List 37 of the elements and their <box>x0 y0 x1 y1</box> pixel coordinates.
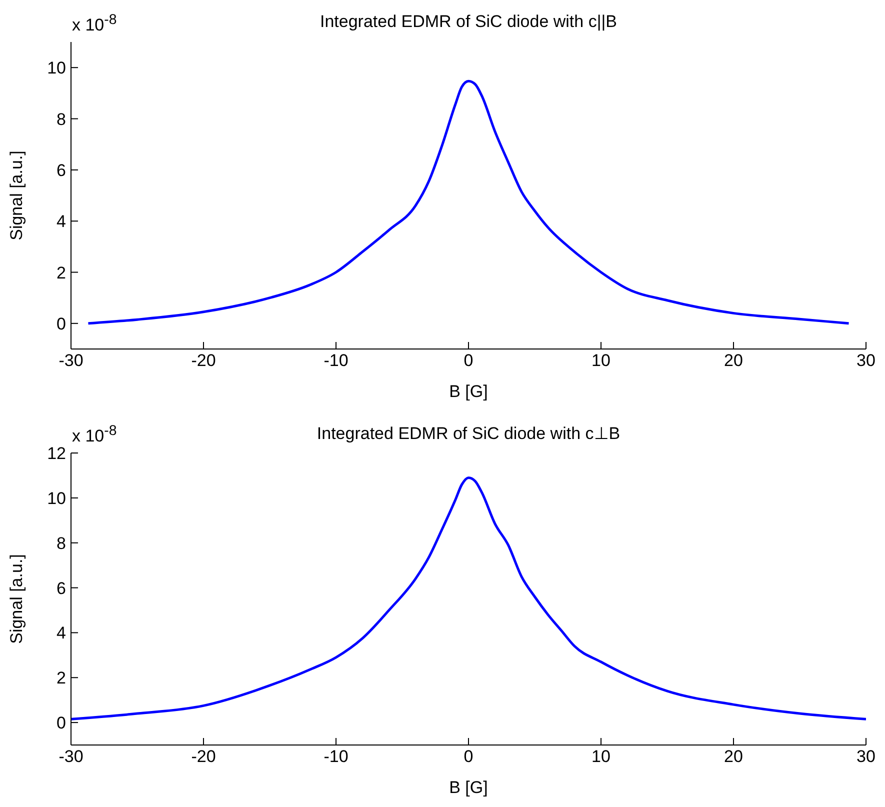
x-tick-label: -30 <box>58 351 84 370</box>
x-axis-title: B [G] <box>449 382 488 401</box>
x-tick-label: 0 <box>464 351 474 370</box>
y-tick-label: 8 <box>56 534 66 553</box>
y-tick-label: 2 <box>56 263 66 282</box>
x-tick-label: 10 <box>592 747 610 766</box>
text: x 10$^{-8}$ <box>72 423 117 447</box>
y-tick-label: 0 <box>56 714 66 733</box>
x-tick-label: -20 <box>191 351 216 370</box>
y-tick-label: 10 <box>47 58 66 78</box>
x-tick-label: 10 <box>592 351 610 370</box>
y-tick-label: 0 <box>56 314 66 334</box>
x-tick-label: -10 <box>324 747 348 766</box>
chart-title: Integrated EDMR of SiC diode with c⊥B <box>316 424 620 443</box>
y-tick-label: 4 <box>56 624 66 643</box>
x-tick-label: 0 <box>464 747 474 766</box>
y-tick-label: 6 <box>56 160 66 180</box>
y-tick-label: 10 <box>47 488 66 508</box>
x-tick-label: -30 <box>58 747 84 766</box>
text: x 10$^{-8}$ <box>72 12 117 36</box>
y-tick-label: 12 <box>47 444 66 464</box>
y-axis-title: Signal [a.u.] <box>7 554 26 644</box>
line-series <box>86 80 850 325</box>
x-tick-label: 20 <box>724 351 743 370</box>
x-tick-label: 30 <box>856 351 876 370</box>
y-tick-label: 6 <box>56 578 66 598</box>
x-axis-title: B [G] <box>449 778 488 797</box>
y-tick-label: 8 <box>56 110 66 129</box>
x-tick-label: 30 <box>856 747 876 766</box>
x-tick-label: -20 <box>191 747 216 766</box>
y-tick-label: 4 <box>56 212 66 232</box>
line-series <box>71 476 866 720</box>
chart-title: Integrated EDMR of SiC diode with c||B <box>320 12 618 31</box>
x-tick-label: -10 <box>324 351 348 370</box>
y-tick-label: 2 <box>56 668 66 688</box>
x-tick-label: 20 <box>724 747 743 766</box>
y-axis-title: Signal [a.u.] <box>7 150 26 240</box>
